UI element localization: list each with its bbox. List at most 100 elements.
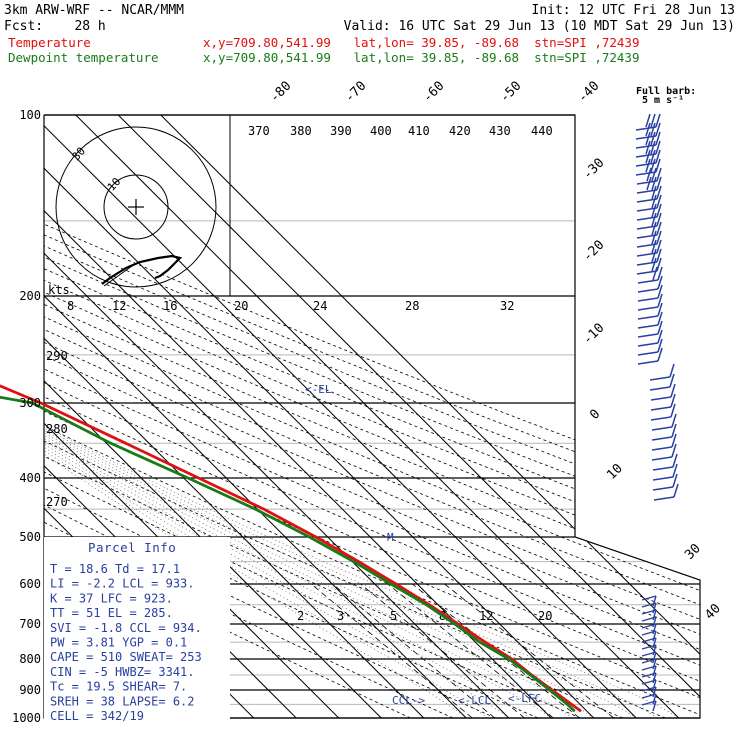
forecast-hour: Fcst: 28 h xyxy=(4,19,106,34)
dry-adiabat xyxy=(44,115,454,718)
lcl-marker: <-LCL xyxy=(458,694,491,707)
wind-barb xyxy=(635,122,661,140)
temperature-line xyxy=(0,384,582,713)
wind-barb xyxy=(635,158,661,176)
wind-barb xyxy=(649,363,675,381)
hodograph-ring-10: 10 xyxy=(105,175,124,194)
moist-adiabat xyxy=(44,402,616,718)
wind-scale-label: 24 xyxy=(313,299,327,313)
wind-barb xyxy=(652,473,678,491)
theta-left-label: 270 xyxy=(46,495,68,509)
barb-legend-title: Full barb: xyxy=(636,86,696,97)
wind-barb-low xyxy=(641,616,657,622)
ccl-marker: CCL-> xyxy=(392,694,425,707)
wind-scale-label: 20 xyxy=(234,299,248,313)
pressure-tick-label: 900 xyxy=(19,683,41,697)
wind-barbs xyxy=(635,113,679,712)
moist-adiabat xyxy=(44,402,488,718)
wind-barb xyxy=(650,403,676,421)
isotherm xyxy=(44,115,510,718)
theta-left-label: 290 xyxy=(46,349,68,363)
parcel-info-row: CELL = 342/19 xyxy=(50,709,144,723)
wind-barb xyxy=(636,257,662,275)
m-marker: M xyxy=(387,531,394,544)
wind-barb xyxy=(635,140,661,158)
wind-barb-low xyxy=(641,658,657,664)
isotherm xyxy=(75,115,680,718)
wind-barb xyxy=(637,284,663,302)
legend-dewpoint: Dewpoint temperature xyxy=(8,50,159,65)
hodograph-trace-shadow xyxy=(103,261,139,287)
legend-temperature: Temperature xyxy=(8,35,91,50)
wind-barb xyxy=(635,149,661,167)
dry-adiabat xyxy=(44,115,700,718)
theta-label: 370 xyxy=(248,124,270,138)
wind-barb xyxy=(636,212,662,230)
moist-adiabat xyxy=(44,402,658,718)
isotherm-label: 40 xyxy=(702,601,724,623)
parcel-info-title: Parcel Info xyxy=(88,540,176,555)
wind-scale-label: 8 xyxy=(67,299,74,313)
isotherm-label: -20 xyxy=(580,238,607,265)
sounding-series xyxy=(0,384,582,713)
wind-barb xyxy=(653,483,679,501)
isotherm xyxy=(44,115,340,718)
theta-label: 400 xyxy=(370,124,392,138)
pressure-tick-label: 200 xyxy=(19,289,41,303)
dry-adiabat xyxy=(44,115,700,718)
wind-barb xyxy=(636,194,662,212)
dry-adiabat xyxy=(44,115,700,718)
wind-barb xyxy=(637,329,663,347)
parcel-info-panel: Parcel Info T = 18.6 Td = 17.1LI = -2.2 … xyxy=(44,537,230,727)
wind-barb xyxy=(649,373,675,391)
theta-label: 440 xyxy=(531,124,553,138)
wind-barb xyxy=(637,293,663,311)
pressure-axis: 100 200 300 400 500 600 700 800 900 1000 xyxy=(12,108,41,725)
wind-scale-label: 32 xyxy=(500,299,514,313)
parcel-info-row: LI = -2.2 LCL = 933. xyxy=(50,577,195,591)
pressure-tick-label: 800 xyxy=(19,652,41,666)
wind-barb xyxy=(650,393,676,411)
lfc-marker: <-LFC xyxy=(508,692,541,705)
wind-barb xyxy=(637,320,663,338)
dry-adiabat xyxy=(44,115,700,718)
theta-label: 380 xyxy=(290,124,312,138)
wind-barb xyxy=(636,167,662,185)
wind-barb-low xyxy=(641,637,657,643)
theta-left-label: 280 xyxy=(46,422,68,436)
wind-barb xyxy=(651,443,677,461)
wind-barb-low xyxy=(641,693,657,699)
wind-barb xyxy=(651,413,677,431)
theta-label: 410 xyxy=(408,124,430,138)
wind-barb-low xyxy=(641,609,657,615)
wind-barb-low xyxy=(641,595,657,601)
hodograph-trace xyxy=(101,254,183,285)
wind-barb-low xyxy=(641,651,657,657)
pressure-tick-label: 1000 xyxy=(12,711,41,725)
mixing-ratio-label: 3 xyxy=(337,609,344,623)
wind-barb xyxy=(636,230,662,248)
pressure-tick-label: 600 xyxy=(19,577,41,591)
moist-adiabat xyxy=(44,402,552,718)
dry-adiabat xyxy=(44,115,700,718)
moist-adiabat xyxy=(44,402,467,718)
wind-barb xyxy=(637,266,663,284)
parcel-info-row: SVI = -1.8 CCL = 934. xyxy=(50,621,202,635)
isotherm-label: 0 xyxy=(587,407,603,423)
isotherm xyxy=(44,115,595,718)
theta-label: 420 xyxy=(449,124,471,138)
isotherm-label: 30 xyxy=(682,541,704,563)
wind-barb xyxy=(650,383,676,401)
wind-barb-low xyxy=(641,679,657,685)
parcel-info-row: T = 18.6 Td = 17.1 xyxy=(50,562,180,576)
isotherm xyxy=(44,115,637,718)
moist-adiabat xyxy=(44,402,510,718)
dry-adiabat xyxy=(44,115,581,718)
isotherm xyxy=(117,115,700,718)
dry-adiabat xyxy=(44,115,700,718)
wind-barb-low xyxy=(641,665,657,671)
wind-barb-low xyxy=(641,644,657,650)
isotherm-label: -30 xyxy=(580,156,607,183)
isotherm-label: -10 xyxy=(580,321,607,348)
